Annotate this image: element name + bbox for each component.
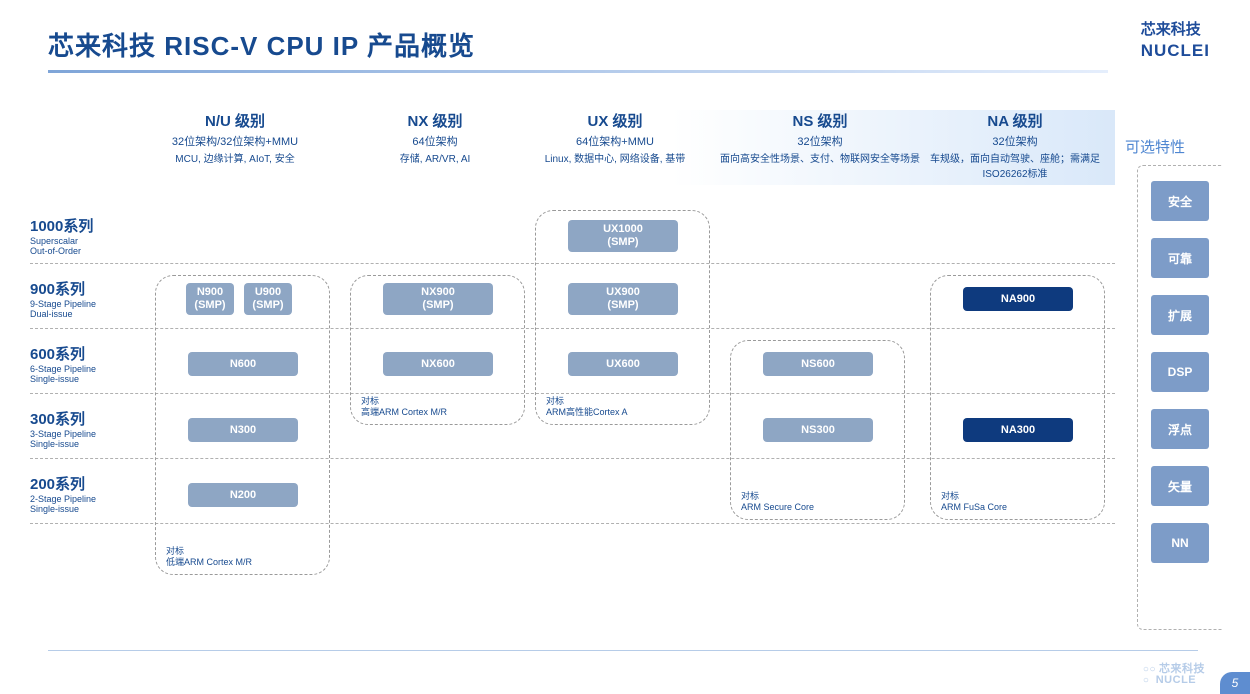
core-chip: NA900	[963, 287, 1073, 311]
brand-en: NUCLEI	[1141, 40, 1210, 62]
row-sub: 6-Stage Pipeline	[30, 364, 140, 374]
row-sub: Out-of-Order	[30, 246, 140, 256]
footer-divider	[48, 650, 1198, 651]
core-chip: N200	[188, 483, 298, 507]
col-sub: 64位架构+MMU	[515, 133, 715, 149]
group-footnote: 对标低端ARM Cortex M/R	[166, 546, 252, 568]
row-sub: Single-issue	[30, 374, 140, 384]
feature-sidebar: 安全可靠扩展 DSP 浮点矢量 NN	[1137, 165, 1222, 630]
group-footnote: 对标ARM FuSa Core	[941, 491, 1007, 513]
column-header: NA 级别 32位架构车规级，面向自动驾驶、座舱；需满足ISO26262标准	[915, 110, 1115, 180]
feature-tag: DSP	[1151, 352, 1209, 392]
product-group-box: 对标ARM FuSa Core	[930, 275, 1105, 520]
row-label: 300系列3-Stage PipelineSingle-issue	[30, 408, 140, 450]
row-sub: 3-Stage Pipeline	[30, 429, 140, 439]
core-chip: NA300	[963, 418, 1073, 442]
column-header: NX 级别 64位架构存储, AR/VR, AI	[335, 110, 535, 165]
sidebar-title: 可选特性	[1125, 136, 1185, 157]
feature-tag: NN	[1151, 523, 1209, 563]
feature-tag: 矢量	[1151, 466, 1209, 506]
group-footnote: 对标ARM高性能Cortex A	[546, 396, 628, 418]
row-sub: 9-Stage Pipeline	[30, 299, 140, 309]
core-chip: UX600	[568, 352, 678, 376]
core-chip: NS600	[763, 352, 873, 376]
row-label: 600系列6-Stage PipelineSingle-issue	[30, 343, 140, 385]
core-chip: UX900(SMP)	[568, 283, 678, 315]
row-sub: Single-issue	[30, 439, 140, 449]
row-sub: Single-issue	[30, 504, 140, 514]
col-desc: Linux, 数据中心, 网络设备, 基带	[515, 150, 715, 165]
row-sub: Superscalar	[30, 236, 140, 246]
column-header: UX 级别 64位架构+MMULinux, 数据中心, 网络设备, 基带	[515, 110, 715, 165]
core-chip: UX1000(SMP)	[568, 220, 678, 252]
col-desc: 车规级，面向自动驾驶、座舱；需满足ISO26262标准	[915, 150, 1115, 180]
row-name: 600系列	[30, 343, 140, 364]
row-name: 900系列	[30, 278, 140, 299]
feature-tag: 浮点	[1151, 409, 1209, 449]
title-underline	[48, 70, 1108, 73]
col-desc: 面向高安全性场景、支付、物联网安全等场景	[720, 150, 920, 165]
col-sub: 32位架构	[915, 133, 1115, 149]
brand-logo-top: 芯来科技 NUCLEI	[1141, 20, 1210, 62]
brand-logo-bottom: ○○芯来科技 ○ NUCLE	[1143, 664, 1205, 686]
group-footnote: 对标高端ARM Cortex M/R	[361, 396, 447, 418]
group-footnote: 对标ARM Secure Core	[741, 491, 814, 513]
row-sub: Dual-issue	[30, 309, 140, 319]
core-chip: N900(SMP)	[186, 283, 234, 315]
row-name: 1000系列	[30, 215, 140, 236]
feature-tag: 安全	[1151, 181, 1209, 221]
col-desc: MCU, 边缘计算, AIoT, 安全	[135, 150, 335, 165]
col-name: NX 级别	[335, 110, 535, 131]
column-header: NS 级别 32位架构面向高安全性场景、支付、物联网安全等场景	[720, 110, 920, 165]
col-name: UX 级别	[515, 110, 715, 131]
core-chip: NS300	[763, 418, 873, 442]
row-label: 200系列2-Stage PipelineSingle-issue	[30, 473, 140, 515]
core-chip: NX900(SMP)	[383, 283, 493, 315]
page-number: 5	[1220, 672, 1250, 694]
core-chip: N600	[188, 352, 298, 376]
row-label: 1000系列SuperscalarOut-of-Order	[30, 215, 140, 257]
column-header: N/U 级别 32位架构/32位架构+MMUMCU, 边缘计算, AIoT, 安全	[135, 110, 335, 165]
col-sub: 32位架构	[720, 133, 920, 149]
col-name: N/U 级别	[135, 110, 335, 131]
core-chip: NX600	[383, 352, 493, 376]
feature-tag: 可靠	[1151, 238, 1209, 278]
core-chip: N300	[188, 418, 298, 442]
row-label: 900系列9-Stage PipelineDual-issue	[30, 278, 140, 320]
brand-cn: 芯来科技	[1141, 20, 1210, 40]
row-name: 200系列	[30, 473, 140, 494]
row-name: 300系列	[30, 408, 140, 429]
col-sub: 32位架构/32位架构+MMU	[135, 133, 335, 149]
row-sub: 2-Stage Pipeline	[30, 494, 140, 504]
col-name: NA 级别	[915, 110, 1115, 131]
col-name: NS 级别	[720, 110, 920, 131]
feature-tag: 扩展	[1151, 295, 1209, 335]
core-chip: U900(SMP)	[244, 283, 292, 315]
col-sub: 64位架构	[335, 133, 535, 149]
col-desc: 存储, AR/VR, AI	[335, 150, 535, 165]
slide-title: 芯来科技 RISC-V CPU IP 产品概览	[48, 26, 475, 63]
